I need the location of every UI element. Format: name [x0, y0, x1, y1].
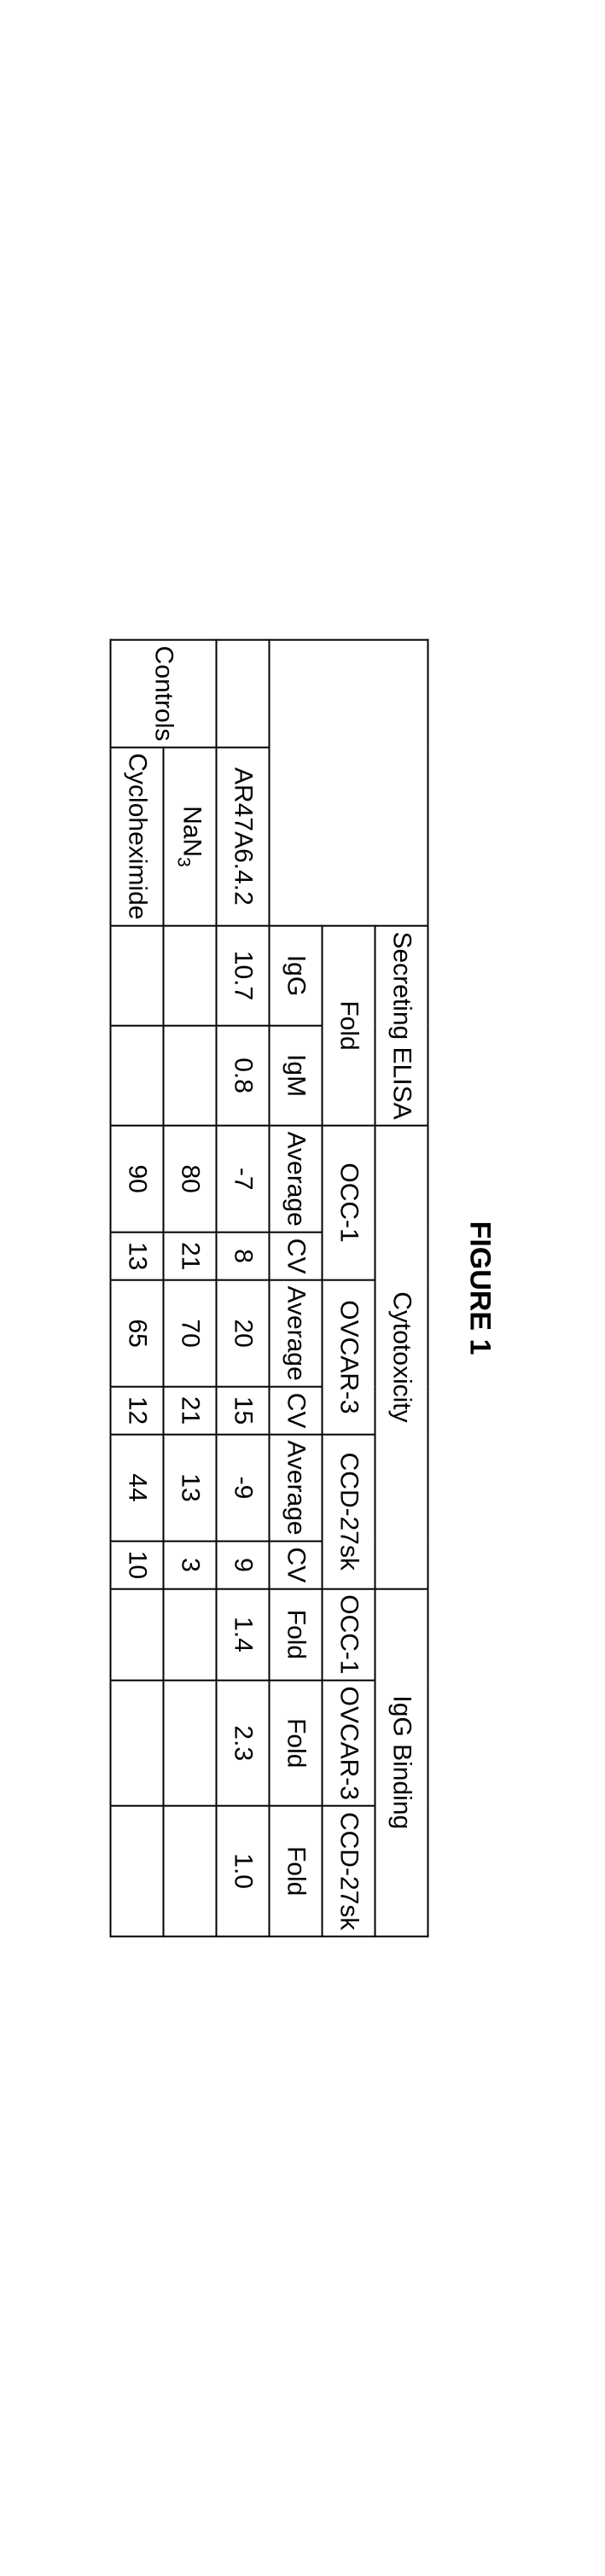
- hdr-cyto-ccd27sk: CCD-27sk: [322, 1434, 375, 1588]
- cyclo-igg: [110, 925, 163, 1025]
- hdr-ovcar3-avg: Average: [269, 1279, 322, 1386]
- nan3-occ1-cv: 21: [163, 1233, 216, 1280]
- sample-ccd-cv: 9: [216, 1542, 269, 1589]
- hdr-secreting-elisa: Secreting ELISA: [375, 925, 428, 1125]
- hdr-cyto-occ1: OCC-1: [322, 1126, 375, 1280]
- cyclo-ccd-avg: 44: [110, 1434, 163, 1541]
- nan3-bind-ccd: [163, 1806, 216, 1936]
- nan3-igm: [163, 1026, 216, 1126]
- cyclo-occ1-avg: 90: [110, 1126, 163, 1233]
- sample-label: AR47A6.4.2: [216, 747, 269, 925]
- cyclo-bind-occ1: [110, 1588, 163, 1680]
- hdr-ovcar3-cv: CV: [269, 1387, 322, 1435]
- nan3-label: NaN3: [163, 747, 216, 925]
- nan3-ccd-avg: 13: [163, 1434, 216, 1541]
- cyclo-occ1-cv: 13: [110, 1233, 163, 1280]
- sample-bind-occ1: 1.4: [216, 1588, 269, 1680]
- sample-igg: 10.7: [216, 925, 269, 1025]
- hdr-cytotoxicity: Cytotoxicity: [375, 1126, 428, 1589]
- controls-label: Controls: [110, 640, 216, 748]
- sample-bind-ccd: 1.0: [216, 1806, 269, 1936]
- sample-occ1-cv: 8: [216, 1233, 269, 1280]
- cyclo-ovcar3-cv: 12: [110, 1387, 163, 1435]
- row-nan3: ControlsNaN380217021133: [163, 640, 216, 1937]
- hdr-occ1-avg: Average: [269, 1126, 322, 1233]
- nan3-bind-ovcar3: [163, 1681, 216, 1806]
- sample-ovcar3-avg: 20: [216, 1279, 269, 1386]
- hdr-cyto-ovcar3: OVCAR-3: [322, 1279, 375, 1434]
- row-sample: AR47A6.4.210.70.8-782015-991.42.31.0: [216, 640, 269, 1937]
- hdr-fold: Fold: [322, 925, 375, 1125]
- hdr-igm: IgM: [269, 1026, 322, 1126]
- nan3-bind-occ1: [163, 1588, 216, 1680]
- hdr-occ1-cv: CV: [269, 1233, 322, 1280]
- cyclo-igm: [110, 1026, 163, 1126]
- hdr-bind-ovcar3: OVCAR-3: [322, 1681, 375, 1806]
- nan3-ccd-cv: 3: [163, 1542, 216, 1589]
- cyclo-bind-ccd: [110, 1806, 163, 1936]
- hdr-bind-occ1-fold: Fold: [269, 1588, 322, 1680]
- sample-igm: 0.8: [216, 1026, 269, 1126]
- nan3-ovcar3-avg: 70: [163, 1279, 216, 1386]
- cyclo-ccd-cv: 10: [110, 1542, 163, 1589]
- nan3-ovcar3-cv: 21: [163, 1387, 216, 1435]
- sample-controls-blank: [216, 640, 269, 748]
- cyclo-label: Cycloheximide: [110, 747, 163, 925]
- hdr-igg: IgG: [269, 925, 322, 1025]
- cyclo-bind-ovcar3: [110, 1681, 163, 1806]
- hdr-bind-occ1: OCC-1: [322, 1588, 375, 1680]
- blank-header: [269, 640, 428, 926]
- hdr-ccd-cv: CV: [269, 1542, 322, 1589]
- data-table: Secreting ELISACytotoxicityIgG BindingFo…: [109, 639, 428, 1938]
- figure-title: FIGURE 1: [462, 639, 496, 1938]
- hdr-ccd-avg: Average: [269, 1434, 322, 1541]
- nan3-occ1-avg: 80: [163, 1126, 216, 1233]
- sample-ovcar3-cv: 15: [216, 1387, 269, 1435]
- sample-occ1-avg: -7: [216, 1126, 269, 1233]
- sample-ccd-avg: -9: [216, 1434, 269, 1541]
- hdr-igg-binding: IgG Binding: [375, 1588, 428, 1936]
- header-row-1: Secreting ELISACytotoxicityIgG Binding: [375, 640, 428, 1937]
- hdr-bind-ovcar3-fold: Fold: [269, 1681, 322, 1806]
- hdr-bind-ccd27sk: CCD-27sk: [322, 1806, 375, 1936]
- sample-bind-ovcar3: 2.3: [216, 1681, 269, 1806]
- row-cyclo: Cycloheximide 901365124410: [110, 640, 163, 1937]
- hdr-bind-ccd-fold: Fold: [269, 1806, 322, 1936]
- nan3-igg: [163, 925, 216, 1025]
- cyclo-ovcar3-avg: 65: [110, 1279, 163, 1386]
